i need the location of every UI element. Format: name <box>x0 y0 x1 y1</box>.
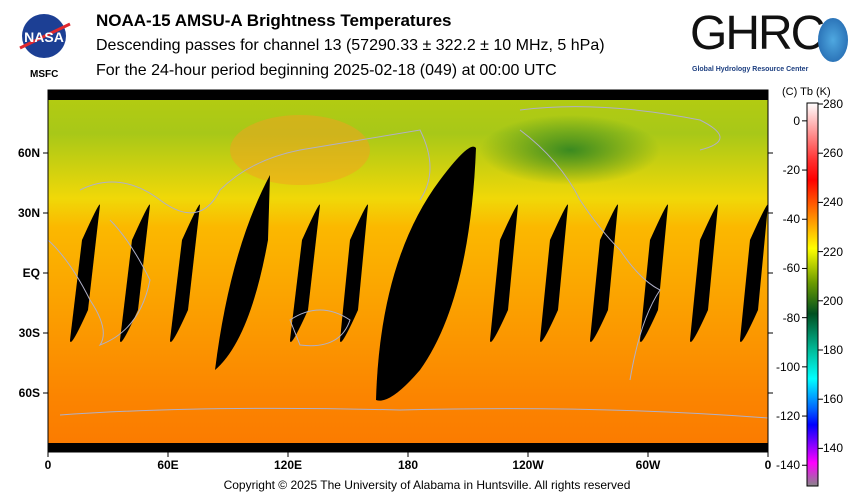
colorbar-k-label: 260 <box>823 146 844 161</box>
y-tick-label: 60N <box>17 146 40 160</box>
top-missing-band <box>48 90 768 100</box>
x-tick-label: 120W <box>512 458 544 472</box>
copyright: Copyright © 2025 The University of Alaba… <box>223 478 631 492</box>
colorbar-k-label: 240 <box>823 195 844 210</box>
colorbar-c-label: -140 <box>775 458 800 473</box>
colorbar-c-label: 0 <box>793 113 800 128</box>
y-tick-label: EQ <box>22 266 40 280</box>
missing-swath <box>120 204 150 342</box>
missing-swath <box>215 175 270 370</box>
colorbar-k-label: 220 <box>823 244 844 259</box>
bottom-missing-band <box>48 443 768 452</box>
colorbar-c-label: -60 <box>782 261 800 276</box>
x-tick-label: 60W <box>635 458 661 472</box>
nasa-logo: NASA MSFC <box>16 12 72 80</box>
colorbar-c-label: -80 <box>782 310 800 325</box>
x-tick-label: 0 <box>44 458 52 472</box>
missing-swath <box>170 204 200 342</box>
colorbar-k-label: 160 <box>823 392 844 407</box>
x-tick-label: 180 <box>397 458 419 472</box>
colorbar-c-label: -40 <box>782 212 800 227</box>
missing-swath <box>376 146 476 401</box>
x-tick-label: 60E <box>157 458 179 472</box>
missing-swath <box>340 204 368 342</box>
missing-swath <box>590 204 618 342</box>
missing-swath <box>490 204 518 342</box>
colorbar-k-label: 140 <box>823 441 844 456</box>
coastlines <box>47 106 769 419</box>
y-tick-label: 30S <box>18 326 40 340</box>
colorbar-c-label: -100 <box>775 359 800 374</box>
y-tick-label: 30N <box>17 206 40 220</box>
missing-swath <box>740 204 768 342</box>
missing-swath <box>690 204 718 342</box>
colorbar-c-label: -120 <box>775 409 800 424</box>
colorbar-title: (C) Tb (K) <box>782 86 831 98</box>
colorbar-k-label: 280 <box>823 97 844 111</box>
chart-period: For the 24-hour period beginning 2025-02… <box>96 62 557 79</box>
colorbar <box>806 102 819 487</box>
missing-swath <box>290 204 320 342</box>
chart-subtitle: Descending passes for channel 13 (57290.… <box>96 37 605 54</box>
colorbar-c-label: -20 <box>782 163 800 178</box>
x-tick-label: 0 <box>764 458 772 472</box>
colorbar-k-label: 200 <box>823 293 844 308</box>
missing-swath <box>70 204 100 342</box>
svg-text:NASA: NASA <box>24 29 64 45</box>
ghrc-logo: GHRC Global Hydrology Resource Center <box>690 7 850 80</box>
chart-title: NOAA-15 AMSU-A Brightness Temperatures <box>96 11 452 30</box>
y-tick-label: 60S <box>18 386 40 400</box>
colorbar-k-label: 180 <box>823 343 844 357</box>
missing-swath <box>640 204 668 342</box>
missing-swath <box>540 204 568 342</box>
x-tick-label: 120E <box>273 458 303 472</box>
nasa-sub: MSFC <box>30 69 59 80</box>
